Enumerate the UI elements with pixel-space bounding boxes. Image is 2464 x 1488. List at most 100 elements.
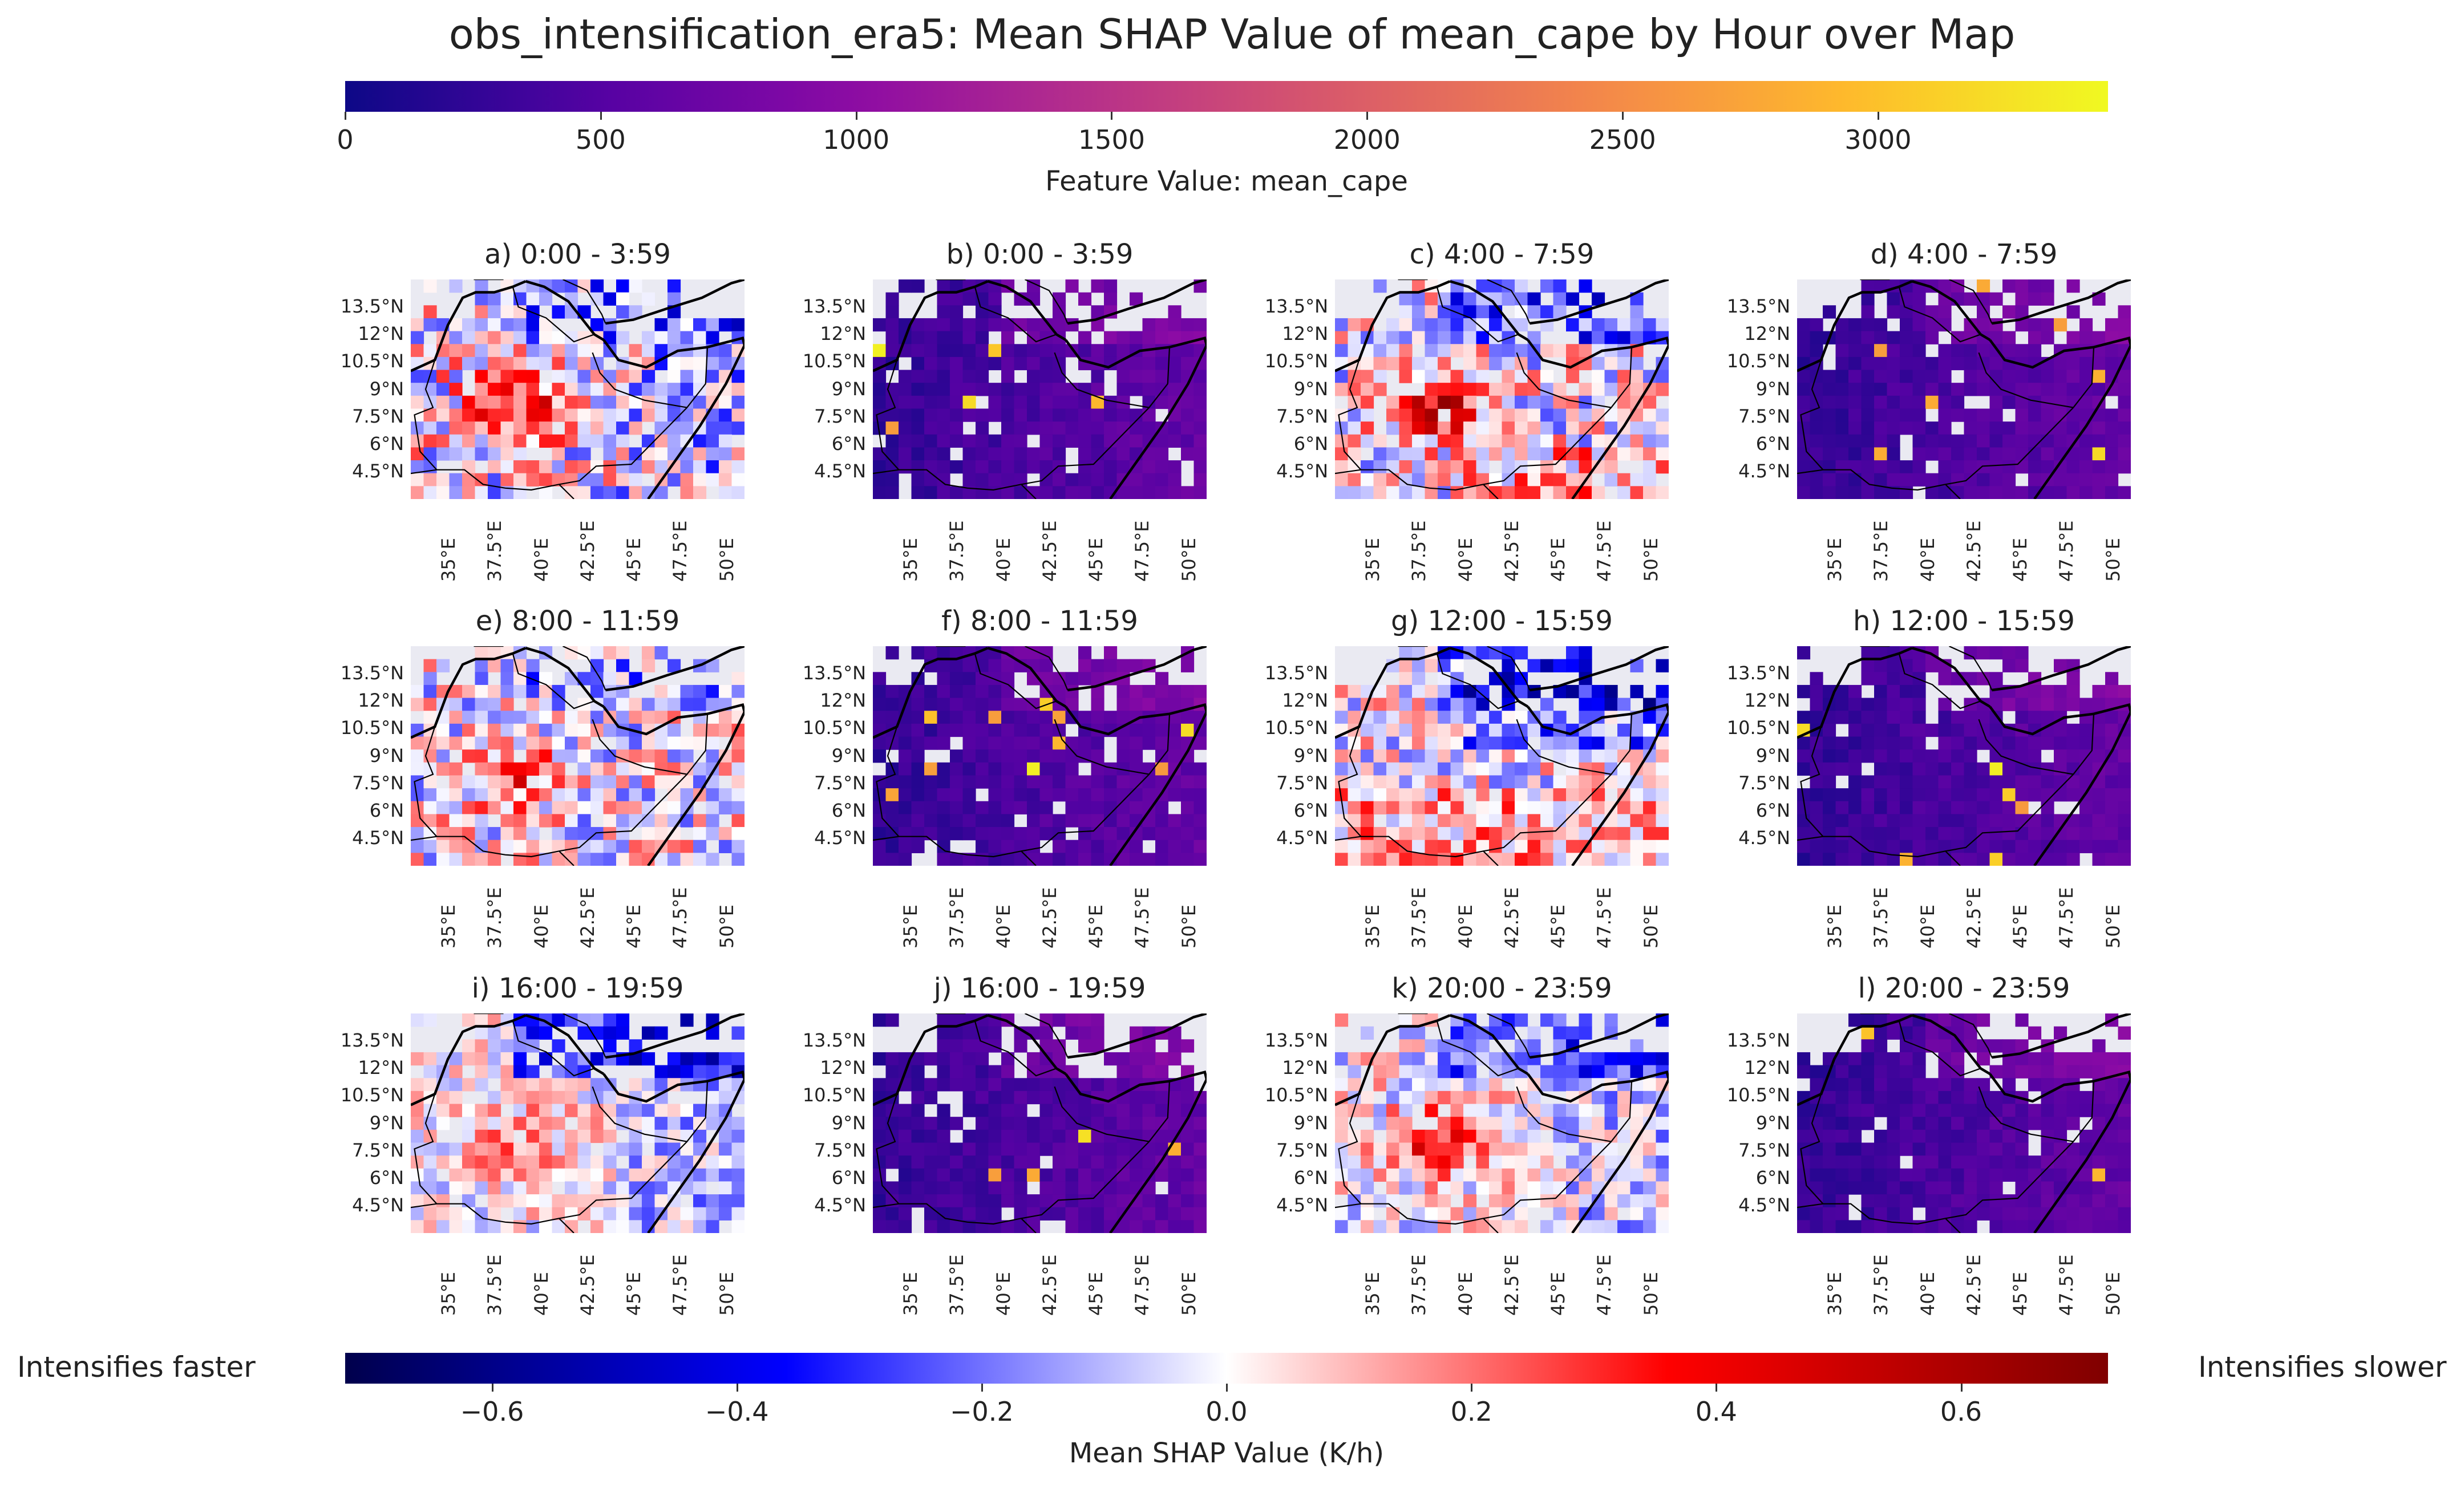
grid-cell xyxy=(1823,460,1836,474)
grid-cell xyxy=(1104,711,1118,724)
grid-cell xyxy=(2066,723,2080,737)
grid-cell xyxy=(1656,1117,1669,1130)
grid-cell xyxy=(680,356,694,371)
grid-cell xyxy=(1425,723,1438,737)
grid-cell xyxy=(885,331,899,344)
grid-cell xyxy=(2105,762,2119,776)
grid-cell xyxy=(2105,1168,2119,1182)
grid-cell xyxy=(2079,460,2093,474)
grid-cell xyxy=(2002,788,2016,802)
grid-cell xyxy=(603,814,617,828)
shap-map xyxy=(1335,279,1669,499)
grid-cell xyxy=(488,659,501,672)
grid-cell xyxy=(1656,762,1669,776)
grid-cell xyxy=(899,801,912,815)
grid-cell xyxy=(1425,801,1438,815)
grid-cell xyxy=(706,447,719,461)
grid-cell xyxy=(1181,723,1195,737)
grid-cell xyxy=(1617,814,1631,828)
coastline xyxy=(1335,647,1451,739)
grid-cell xyxy=(962,395,976,409)
grid-cell xyxy=(1027,698,1041,711)
grid-cell xyxy=(1027,408,1041,422)
grid-cell xyxy=(449,370,463,383)
grid-cell xyxy=(1566,408,1580,422)
grid-cell xyxy=(577,473,591,486)
grid-cell xyxy=(1027,383,1041,396)
grid-cell xyxy=(526,434,540,448)
grid-cell xyxy=(488,447,501,461)
grid-cell xyxy=(1861,1078,1875,1092)
grid-cell xyxy=(1848,370,1862,383)
grid-cell xyxy=(1630,473,1644,486)
country-border xyxy=(1949,1013,1993,1058)
grid-cell xyxy=(603,473,617,486)
grid-cell xyxy=(1900,1052,1913,1066)
grid-cell xyxy=(1887,659,1900,672)
grid-cell xyxy=(1361,395,1374,409)
grid-cell xyxy=(1527,814,1541,828)
grid-cell xyxy=(1130,736,1143,750)
grid-cell xyxy=(475,434,488,448)
grid-cell xyxy=(1386,408,1400,422)
grid-cell xyxy=(1361,736,1374,750)
grid-cell xyxy=(1373,383,1387,396)
grid-cell xyxy=(1412,672,1426,686)
grid-cell xyxy=(1810,1142,1823,1156)
grid-cell xyxy=(924,421,938,435)
grid-cell xyxy=(950,292,964,306)
grid-cell xyxy=(488,1181,501,1195)
grid-cell xyxy=(937,827,950,841)
grid-cell xyxy=(539,395,553,409)
grid-cell xyxy=(1617,1065,1631,1079)
grid-cell xyxy=(1643,762,1657,776)
grid-cell xyxy=(1964,1117,1977,1130)
grid-cell xyxy=(731,408,745,422)
grid-cell xyxy=(1142,788,1156,802)
country-border xyxy=(563,279,606,324)
grid-cell xyxy=(924,1207,938,1221)
grid-cell xyxy=(719,1207,733,1221)
grid-cell xyxy=(1091,1220,1104,1233)
grid-cell xyxy=(1425,383,1438,396)
grid-cell xyxy=(1617,1052,1631,1066)
grid-cell xyxy=(411,486,424,499)
grid-cell xyxy=(1463,1065,1477,1079)
grid-cell xyxy=(693,1129,707,1144)
grid-cell xyxy=(1925,1026,1939,1040)
grid-cell xyxy=(1053,1207,1066,1221)
grid-cell xyxy=(1476,814,1490,828)
grid-cell xyxy=(1912,1090,1926,1105)
grid-cell xyxy=(1361,1181,1374,1195)
grid-cell xyxy=(449,684,463,699)
grid-cell xyxy=(2028,395,2042,409)
grid-cell xyxy=(1579,853,1592,866)
latitude-tick-label: 6°N xyxy=(1755,1166,1790,1189)
grid-cell xyxy=(539,383,553,396)
coastline xyxy=(605,646,745,692)
grid-cell xyxy=(462,408,476,422)
grid-cell xyxy=(1848,344,1862,358)
grid-cell xyxy=(1412,814,1426,828)
grid-cell xyxy=(577,801,591,815)
grid-cell xyxy=(1656,447,1669,461)
grid-cell xyxy=(1515,801,1528,815)
grid-cell xyxy=(1412,1013,1426,1027)
grid-cell xyxy=(603,331,617,344)
grid-cell xyxy=(1104,788,1118,802)
grid-cell xyxy=(1964,473,1977,486)
grid-cell xyxy=(937,1207,950,1221)
grid-cell xyxy=(1515,408,1528,422)
grid-cell xyxy=(1142,1155,1156,1169)
grid-cell xyxy=(565,473,578,486)
grid-cell xyxy=(1861,1168,1875,1182)
grid-cell xyxy=(500,331,514,344)
grid-cell xyxy=(1515,1207,1528,1221)
grid-cell xyxy=(1861,1065,1875,1079)
grid-cell xyxy=(2092,814,2106,828)
grid-cell xyxy=(1579,460,1592,474)
grid-cell xyxy=(1874,853,1888,866)
grid-cell xyxy=(1861,659,1875,672)
grid-cell xyxy=(1193,762,1207,776)
grid-cell xyxy=(654,383,668,396)
